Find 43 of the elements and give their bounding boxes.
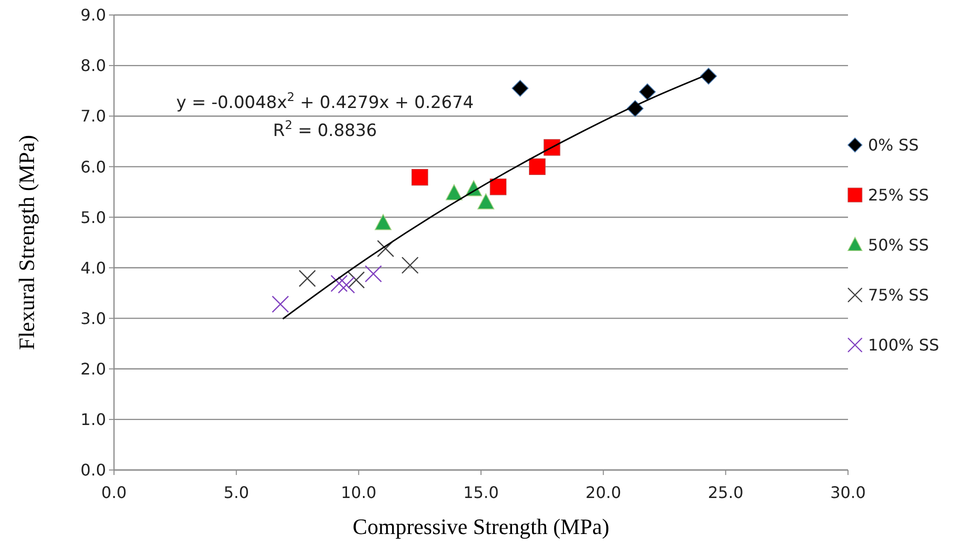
y-tick-label: 9.0 <box>80 6 106 25</box>
y-tick-label: 1.0 <box>80 410 106 430</box>
y-tick-label: 0.0 <box>80 460 106 480</box>
legend-label: 100% SS <box>868 336 940 355</box>
point <box>401 256 419 274</box>
x-tick-label: 15.0 <box>463 483 499 502</box>
point <box>374 214 392 230</box>
point <box>446 184 462 200</box>
x-axis-title: Compressive Strength (MPa) <box>352 514 610 539</box>
point <box>298 270 316 287</box>
point <box>338 276 356 294</box>
point <box>412 168 428 186</box>
point <box>330 274 348 292</box>
y-axis-title: Flexural Strength (MPa) <box>14 134 39 350</box>
point <box>477 193 494 210</box>
y-tick-label: 2.0 <box>80 359 106 378</box>
y-tick-label: 4.0 <box>80 258 106 278</box>
point <box>364 265 382 282</box>
y-tick-label: 6.0 <box>80 157 106 176</box>
point <box>700 68 717 85</box>
y-tick-label: 8.0 <box>80 56 106 76</box>
point <box>348 271 365 289</box>
point <box>512 80 529 97</box>
legend-label: 75% SS <box>868 286 929 305</box>
annotation: y = -0.0048x$^{2}$ + 0.4279x + 0.2674 <box>176 90 474 113</box>
legend-label: 25% SS <box>868 186 929 205</box>
x-tick-label: 0.0 <box>101 483 127 502</box>
x-tick-label: 30.0 <box>830 483 866 502</box>
legend-label: 0% SS <box>868 136 919 155</box>
y-tick-label: 5.0 <box>80 208 106 227</box>
x-tick-label: 10.0 <box>340 483 376 502</box>
x-tick-label: 25.0 <box>708 483 744 502</box>
x-tick-label: 20.0 <box>586 483 622 502</box>
x-tick-label: 5.0 <box>224 483 250 502</box>
y-tick-label: 7.0 <box>80 106 106 126</box>
annotation: R$^{2}$ = 0.8836 <box>273 118 377 141</box>
legend-label: 50% SS <box>868 236 929 255</box>
point <box>272 296 289 313</box>
point <box>490 178 506 196</box>
point <box>638 83 656 100</box>
point <box>376 240 394 258</box>
y-tick-label: 3.0 <box>80 308 106 328</box>
point <box>528 158 546 175</box>
